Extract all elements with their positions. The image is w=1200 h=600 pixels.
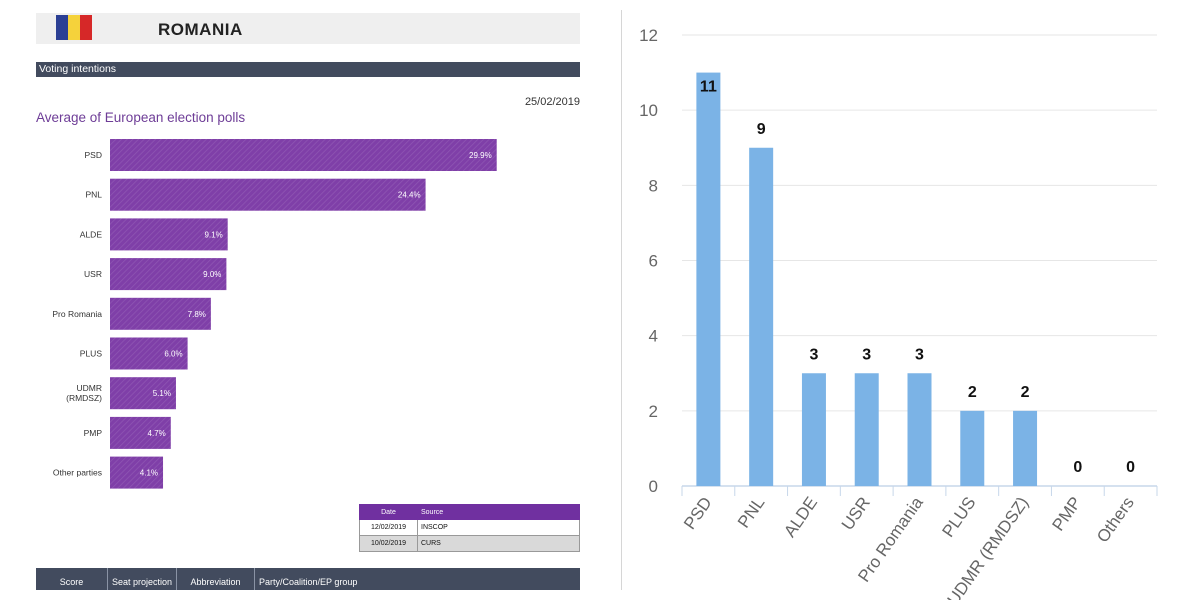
poll-value-label: 7.8% [188,310,206,319]
y-tick-label: 2 [649,402,658,421]
poll-bar-texture [110,218,228,251]
source-name: CURS [417,535,580,552]
poll-category-label: PNL [85,190,102,200]
results-table-header: Score Seat projection Abbreviation Party… [36,568,580,590]
flag-stripe-blue [56,15,68,40]
seat-value-label: 0 [1126,459,1135,476]
poll-value-label: 9.1% [204,230,222,239]
col-header-abbreviation: Abbreviation [177,568,255,590]
seat-bar [696,72,721,486]
seat-value-label: 2 [968,384,977,401]
y-tick-label: 10 [639,101,658,120]
x-category-label: Others [1093,493,1138,546]
seat-bar [1013,410,1038,486]
poll-bar-texture [110,377,176,410]
poll-category-label: ALDE [80,229,103,239]
poll-bar-texture [110,456,164,489]
poll-category-label: PLUS [80,349,103,359]
poll-bar-texture [110,178,426,211]
x-category-label: USR [838,493,874,533]
poll-bar-texture [110,416,171,449]
y-tick-label: 6 [649,252,658,271]
poll-bar-texture [110,258,227,291]
poll-category-label: USR [84,269,102,279]
seat-value-label: 3 [915,346,924,363]
y-tick-label: 12 [639,26,658,45]
seat-bar [801,373,826,486]
seat-bar [960,410,985,486]
x-category-label: PLUS [939,493,980,540]
poll-category-label: UDMR [77,383,103,393]
section-label: Voting intentions [36,62,580,77]
sources-header-source: Source [417,504,580,520]
poll-value-label: 5.1% [153,389,171,398]
col-header-score: Score [36,568,108,590]
poll-average-bar-chart: 29.9% PSD 24.4% PNL 9.1% ALDE 9.0% USR 7.8% Pro R… [52,139,497,489]
source-date: 10/02/2019 [359,535,418,552]
left-panel: ROMANIA Voting intentions 25/02/2019 Ave… [36,13,580,590]
source-name: INSCOP [417,519,580,536]
table-row: 12/02/2019 INSCOP [359,519,580,536]
flag-stripe-red [80,15,92,40]
poll-bar-texture [110,139,497,171]
seat-bar [907,373,932,486]
seat-value-label: 0 [1073,459,1082,476]
panel-divider [621,10,622,590]
col-header-seat-projection: Seat projection [108,568,177,590]
flag-stripe-yellow [68,15,80,40]
y-tick-label: 4 [649,327,658,346]
poll-bar-texture [110,297,211,330]
seat-value-label: 9 [757,121,766,138]
poll-bar-texture [110,337,188,370]
y-tick-label: 8 [649,176,658,195]
poll-category-label: (RMDSZ) [66,393,102,403]
poll-category-label: Other parties [53,468,102,478]
x-category-label: PNL [734,493,769,531]
poll-value-label: 6.0% [164,350,182,359]
sources-table: Date Source 12/02/2019 INSCOP 10/02/2019… [359,504,580,552]
poll-average-date: 25/02/2019 [524,96,580,108]
seat-bar [854,373,879,486]
sources-header-row: Date Source [359,504,580,520]
romania-flag-icon [56,15,92,40]
poll-category-label: PSD [85,150,102,160]
table-row: 10/02/2019 CURS [359,535,580,552]
sources-header-date: Date [359,504,418,520]
seat-value-label: 11 [700,79,717,96]
seat-bar [749,147,774,486]
country-header: ROMANIA [36,13,580,44]
x-category-label: PSD [680,493,716,533]
poll-value-label: 4.7% [148,429,166,438]
left-chart-title: Average of European election polls [36,110,246,125]
x-category-label: ALDE [780,493,821,540]
seat-value-label: 2 [1021,384,1030,401]
poll-category-label: Pro Romania [52,309,102,319]
poll-value-label: 4.1% [140,469,158,478]
poll-value-label: 24.4% [398,191,421,200]
seat-value-label: 3 [809,346,818,363]
source-date: 12/02/2019 [359,519,418,536]
seat-value-label: 3 [862,346,871,363]
country-name: ROMANIA [158,20,243,39]
col-header-party: Party/Coalition/EP group [259,577,358,587]
y-tick-label: 0 [649,477,658,496]
x-category-label: PMP [1048,493,1085,534]
poll-value-label: 29.9% [469,151,492,160]
poll-category-label: PMP [84,428,103,438]
poll-value-label: 9.0% [203,270,221,279]
